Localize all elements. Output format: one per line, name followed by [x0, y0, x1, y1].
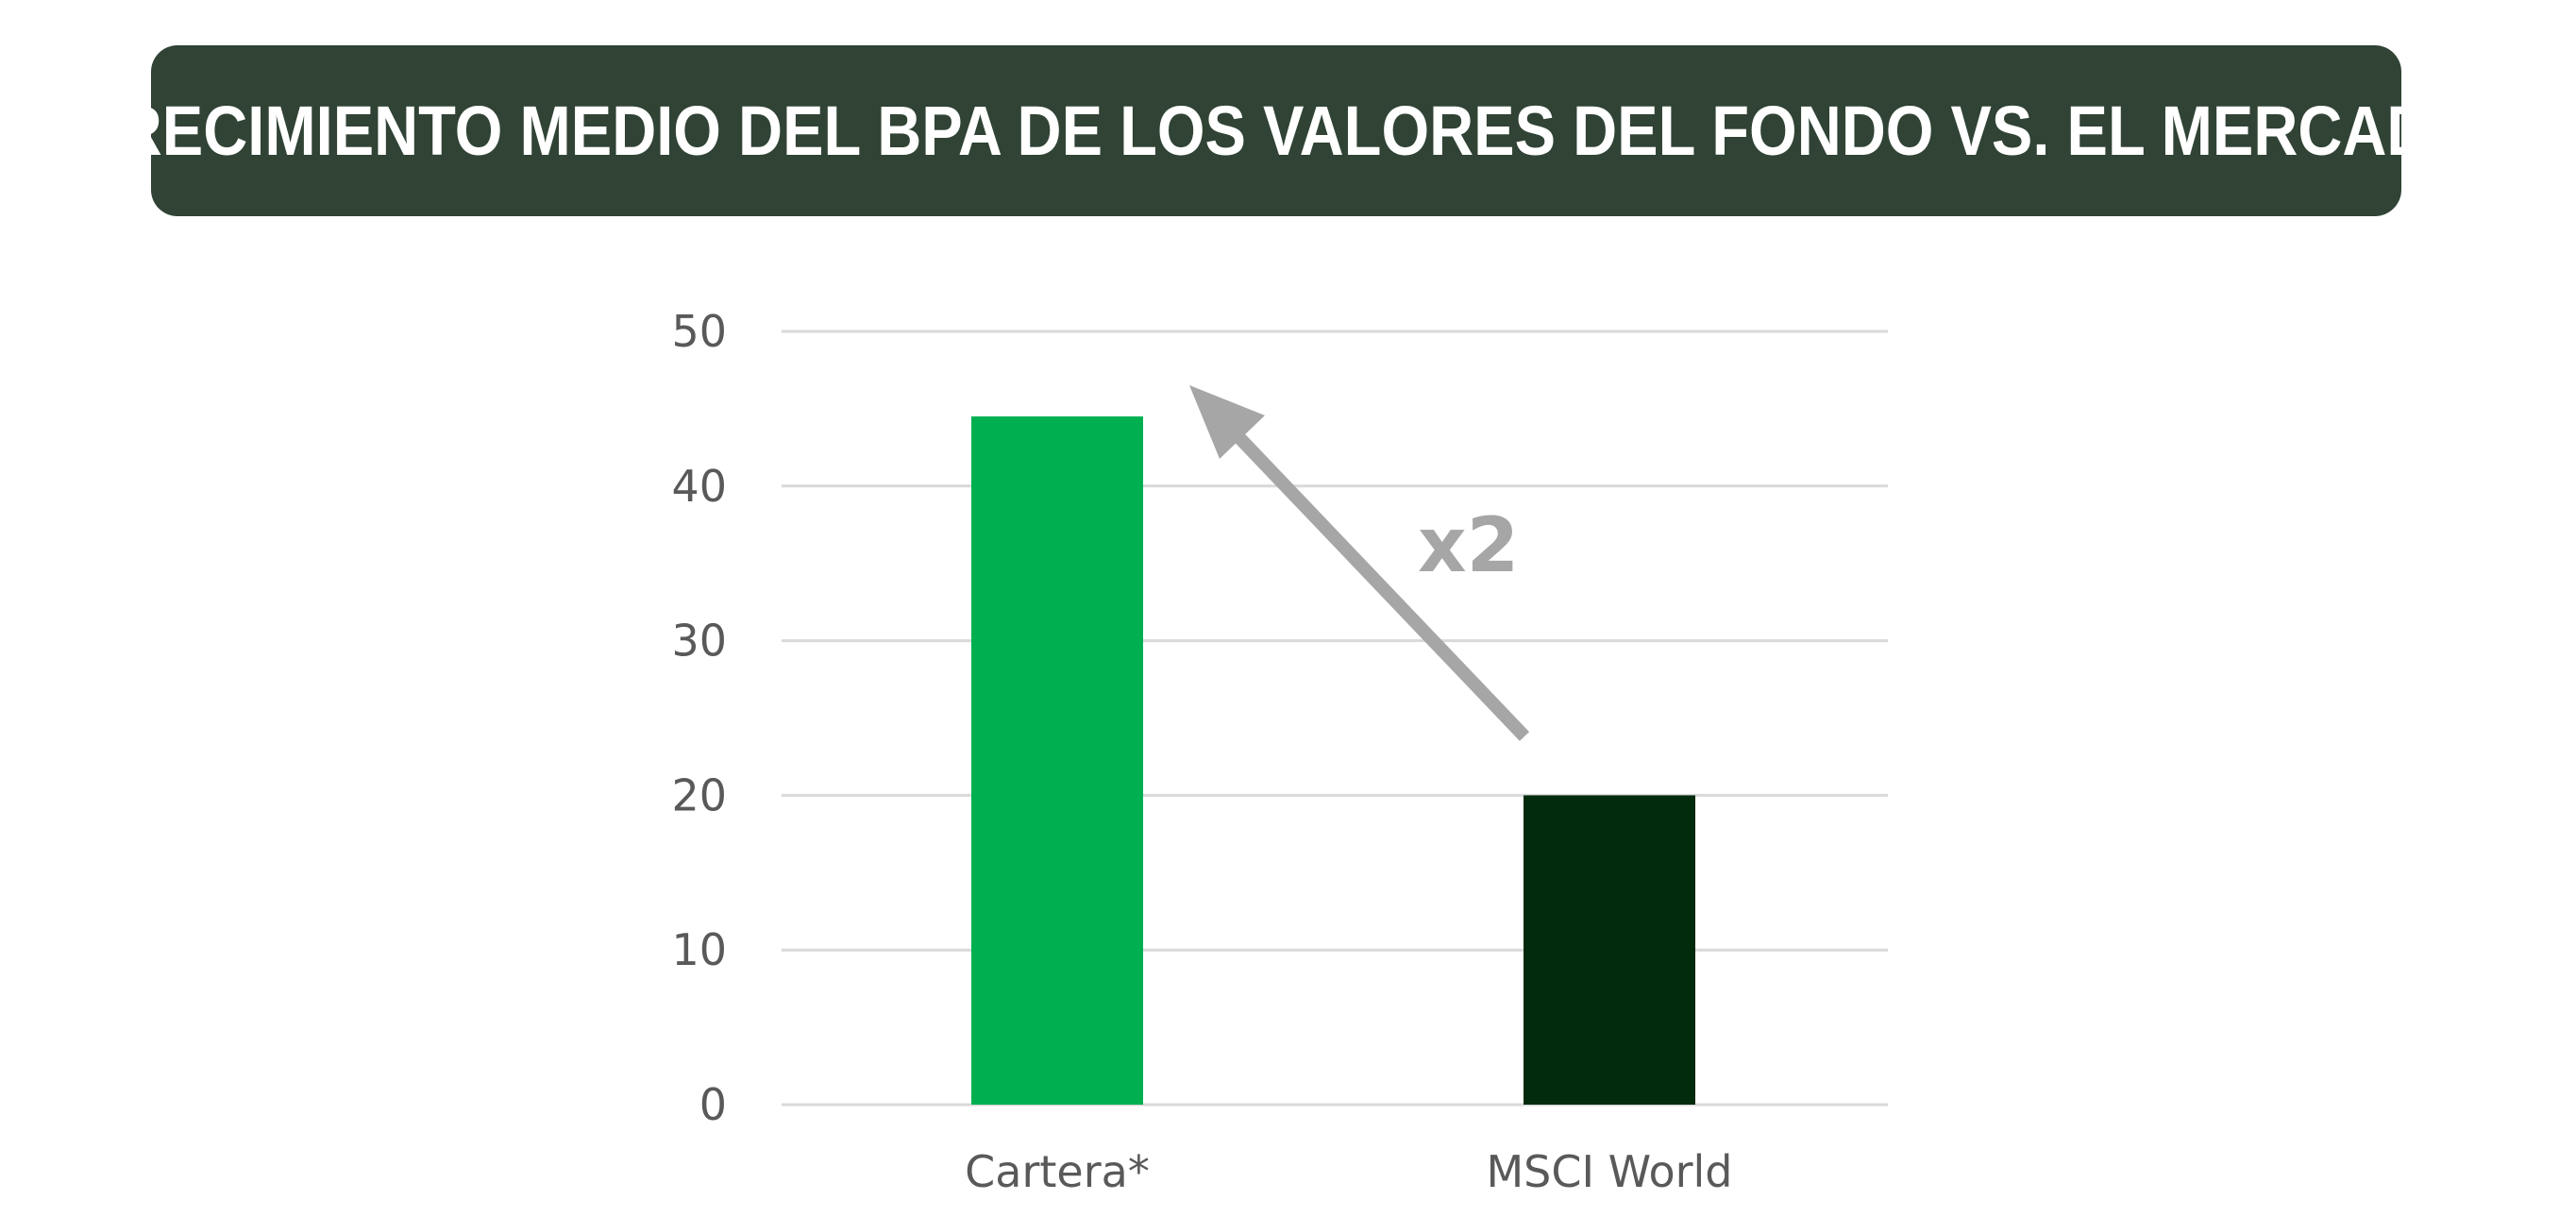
x-category-label: Cartera* [965, 1146, 1150, 1197]
y-tick-label: 30 [671, 616, 727, 667]
x-axis-labels: Cartera* MSCI World [965, 1146, 1732, 1197]
y-axis-ticks: 0 10 20 30 40 50 [671, 306, 727, 1130]
bar-msci-world [1524, 795, 1695, 1105]
chart-title: CRECIMIENTO MEDIO DEL BPA DE LOS VALORES… [73, 92, 2480, 170]
title-banner: CRECIMIENTO MEDIO DEL BPA DE LOS VALORES… [74, 45, 2479, 216]
arrow-head-icon [1189, 385, 1265, 459]
bars [971, 416, 1695, 1106]
gridlines [782, 330, 1888, 1107]
multiplier-label: x2 [1418, 501, 1519, 589]
y-tick-label: 20 [671, 769, 727, 820]
y-tick-label: 10 [671, 924, 727, 975]
y-tick-label: 0 [699, 1079, 727, 1130]
x-category-label: MSCI World [1486, 1146, 1732, 1197]
y-tick-label: 40 [671, 461, 727, 512]
y-tick-label: 50 [671, 306, 727, 357]
bar-cartera [971, 416, 1143, 1106]
growth-annotation: x2 [1189, 385, 1530, 741]
arrow-up-left-icon [1221, 420, 1530, 741]
